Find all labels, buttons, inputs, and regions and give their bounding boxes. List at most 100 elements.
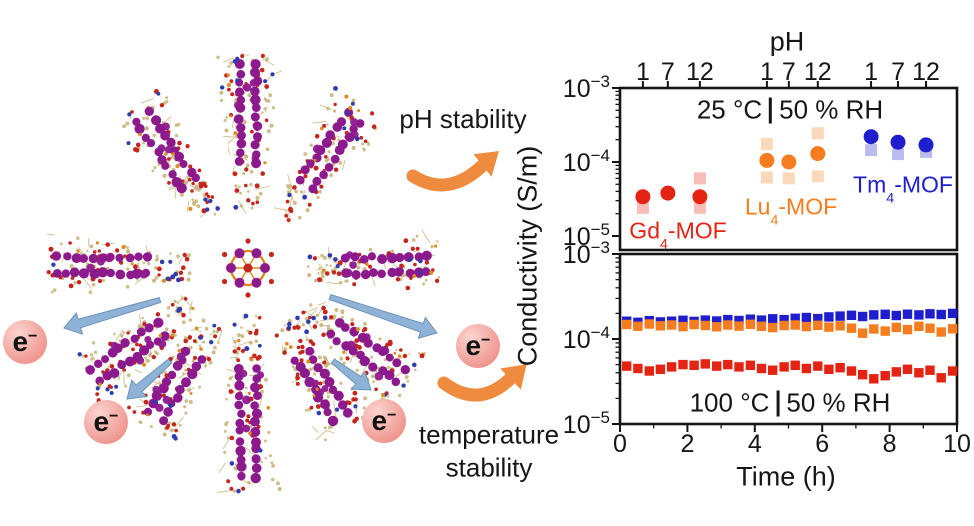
data-point	[666, 320, 677, 330]
mof-branch	[295, 301, 427, 403]
bottom-condition-label: 100 °C 50 % RH	[690, 388, 891, 419]
spread-point	[782, 172, 795, 185]
ph-tick-label: 7	[782, 58, 796, 86]
data-point	[689, 360, 699, 370]
y-tick-label: 10−5	[563, 408, 610, 439]
electron-badge: e −	[362, 399, 406, 443]
data-point	[813, 361, 823, 371]
data-point	[790, 320, 800, 330]
electron-flow-arrow	[328, 293, 438, 340]
tm4-mof-series-label: Tm4-MOF	[853, 171, 953, 207]
data-point	[947, 308, 958, 319]
y-tick-label: 10−4	[563, 323, 610, 354]
x-tick-label: 2	[680, 430, 694, 458]
electron-minus: −	[109, 406, 119, 425]
ph-stability-arrowhead	[473, 151, 499, 177]
ph-tick-label: 12	[804, 58, 832, 86]
data-point	[633, 363, 643, 374]
temperature-stability-label: temperature stability	[419, 419, 559, 484]
data-point	[633, 321, 643, 331]
data-point	[734, 315, 744, 326]
temperature-stability-line2: stability	[445, 452, 533, 482]
data-point	[801, 321, 812, 332]
x-tick-label: 6	[815, 430, 829, 458]
data-point	[723, 359, 733, 370]
data-point	[813, 320, 823, 330]
electron-label: e	[93, 406, 110, 437]
data-point	[914, 321, 924, 331]
y-tick-label: 10−3	[563, 238, 610, 269]
spread-point	[865, 144, 878, 157]
ph-stability-arrow	[406, 159, 489, 192]
spread-point	[760, 138, 773, 150]
conductivity-axis-label: Conductivity (S/m)	[512, 145, 543, 367]
data-point	[846, 310, 857, 320]
data-point	[810, 146, 826, 162]
mof-branch	[216, 52, 283, 214]
electron-minus: −	[28, 326, 38, 345]
humidity-value: 50 % RH	[779, 94, 884, 125]
data-point	[723, 320, 733, 330]
data-point	[660, 185, 676, 201]
y-tick-label: 10−3	[563, 72, 610, 103]
data-point	[863, 129, 879, 145]
x-tick-label: 10	[943, 430, 971, 458]
ph-axis-title: pH	[769, 26, 805, 57]
data-point	[835, 321, 845, 331]
data-point	[801, 363, 812, 374]
temperature-stability-line1: temperature	[418, 419, 560, 450]
spread-point	[811, 170, 824, 183]
data-point	[712, 316, 722, 326]
data-point	[902, 309, 913, 319]
data-point	[918, 137, 934, 153]
data-point	[759, 152, 775, 168]
spread-point	[693, 172, 706, 185]
data-point	[801, 312, 812, 323]
conductivity-plots: 10−310−410−510−310−410−51 7 12 1 7 12 1 7 120 2 4 6…	[563, 58, 971, 458]
ph-stability-label: pH stability	[399, 104, 527, 135]
data-point	[712, 322, 722, 332]
y-tick-label: 10−4	[563, 146, 610, 177]
data-point	[925, 309, 935, 319]
data-point	[678, 321, 688, 332]
data-point	[891, 367, 901, 377]
mof-branch	[46, 233, 192, 295]
electron-badge: e −	[84, 400, 128, 444]
data-point	[857, 370, 868, 380]
data-point	[678, 359, 688, 370]
data-point	[902, 364, 913, 374]
data-point	[700, 315, 710, 325]
electron-flow-arrow	[330, 358, 372, 391]
data-point	[622, 361, 632, 371]
data-point	[635, 189, 651, 205]
data-point	[936, 373, 946, 383]
x-tick-label: 0	[613, 430, 627, 458]
temperature-value: 100 °C	[689, 387, 770, 418]
mof-branch	[273, 86, 377, 224]
data-point	[947, 324, 958, 334]
data-point	[734, 321, 744, 331]
data-point	[779, 320, 789, 331]
data-point	[890, 134, 906, 150]
mof-branch	[127, 318, 223, 441]
data-point	[880, 309, 890, 319]
data-point	[869, 374, 879, 384]
spread-point	[811, 127, 824, 140]
data-point	[678, 315, 688, 325]
data-point	[768, 365, 778, 375]
humidity-value: 50 % RH	[786, 387, 891, 418]
electron-label: e	[465, 330, 482, 361]
data-point	[655, 364, 666, 374]
data-point	[734, 362, 744, 372]
data-point	[644, 319, 654, 329]
data-point	[779, 314, 789, 325]
ph-tick-label: 12	[686, 58, 714, 86]
data-point	[756, 315, 767, 325]
ph-tick-label: 1	[636, 58, 650, 86]
ph-tick-label: 1	[864, 58, 878, 86]
data-point	[723, 314, 733, 325]
data-point	[857, 328, 868, 338]
temperature-value: 25 °C	[696, 94, 763, 125]
electron-label: e	[12, 326, 29, 357]
data-point	[824, 364, 834, 374]
